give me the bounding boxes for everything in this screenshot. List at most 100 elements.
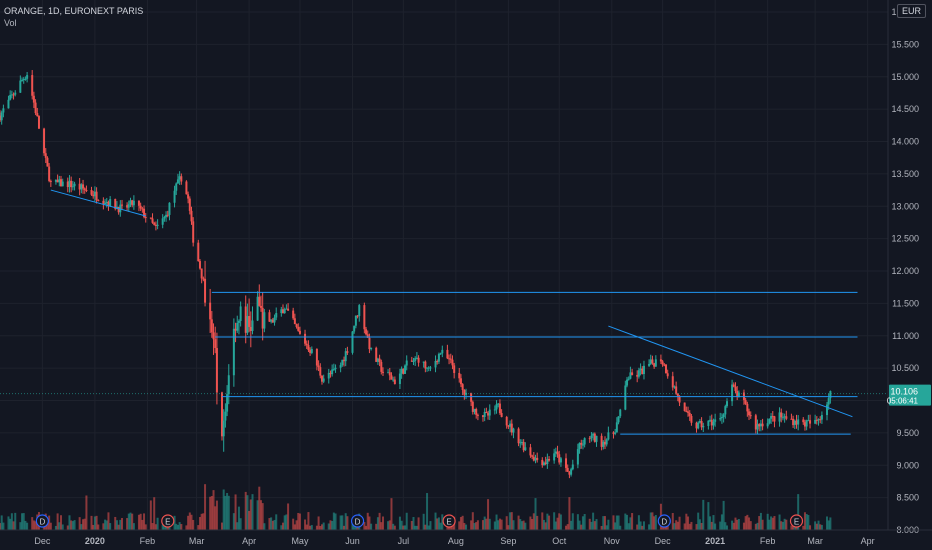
earnings-marker xyxy=(789,514,804,528)
time-tick-label: May xyxy=(291,536,309,546)
volume-bar xyxy=(783,518,786,530)
volume-bar xyxy=(636,524,639,530)
candle-body xyxy=(510,423,513,433)
candle-body xyxy=(381,371,384,373)
candle-body xyxy=(339,365,342,368)
candle-body xyxy=(190,210,193,222)
volume-bar xyxy=(85,495,88,530)
candle-body xyxy=(234,328,237,331)
time-tick-label: Mar xyxy=(807,536,823,546)
volume-bar xyxy=(519,519,522,530)
volume-bar xyxy=(380,522,383,530)
time-tick-label: Dec xyxy=(34,536,51,546)
volume-bar xyxy=(637,515,640,530)
candle-body xyxy=(568,471,571,475)
time-tick-label: Oct xyxy=(552,536,567,546)
volume-bar xyxy=(697,512,700,530)
volume-bar xyxy=(275,514,278,530)
candle-body xyxy=(31,75,34,96)
volume-bar xyxy=(417,517,420,530)
volume-bar xyxy=(212,490,215,530)
volume-bar xyxy=(724,522,727,530)
volume-bar xyxy=(327,523,330,530)
volume-bar xyxy=(210,496,213,530)
volume-bar xyxy=(90,515,93,530)
candle-body xyxy=(424,361,427,369)
candle-body xyxy=(44,153,47,158)
candle-body xyxy=(820,415,823,420)
volume-bar xyxy=(565,525,568,530)
volume-bar xyxy=(505,516,508,530)
volume-bar xyxy=(258,486,261,530)
candle-body xyxy=(463,389,466,395)
trend-lines[interactable] xyxy=(50,189,858,435)
candle-body xyxy=(422,361,425,363)
candle-body xyxy=(166,214,169,216)
price-axis[interactable]: 8.0008.5009.0009.50010.00010.50011.00011… xyxy=(887,0,932,550)
candle-body xyxy=(82,184,85,189)
candle-body xyxy=(95,191,98,201)
volume-bar xyxy=(566,524,569,530)
candle-body xyxy=(49,180,52,182)
time-tick-label: 2021 xyxy=(705,536,725,546)
volume-bar xyxy=(292,518,295,530)
volume-bar xyxy=(7,516,10,530)
candle-body xyxy=(317,365,320,368)
candle-body xyxy=(695,422,698,429)
candle-body xyxy=(770,416,773,419)
currency-button[interactable]: EUR xyxy=(896,4,926,18)
candle-body xyxy=(83,188,86,190)
dividend-marker xyxy=(657,514,671,528)
volume-bar xyxy=(690,521,693,530)
candle-body xyxy=(665,364,667,374)
volume-bar xyxy=(685,513,688,530)
candle-body xyxy=(36,113,39,117)
volume-bar xyxy=(95,515,98,530)
volume-bar xyxy=(200,513,203,530)
volume-bar xyxy=(568,497,571,530)
volume-bar xyxy=(461,515,464,530)
candle-body xyxy=(615,422,618,433)
volume-bar xyxy=(131,513,134,530)
candle-body xyxy=(624,385,627,410)
volume-bar xyxy=(176,524,179,530)
candle-body xyxy=(614,432,617,434)
volume-bar xyxy=(293,524,296,530)
volume-bar xyxy=(2,522,5,530)
candle-body xyxy=(641,368,644,375)
volume-bar xyxy=(190,514,193,530)
volume-bar xyxy=(344,513,347,530)
candle-body xyxy=(275,313,278,318)
candle-body xyxy=(2,108,5,113)
candle-body xyxy=(304,333,307,344)
candle-body xyxy=(512,428,515,433)
symbol-title: ORANGE, 1D, EURONEXT PARIS xyxy=(4,6,144,16)
dividend-marker xyxy=(350,514,365,528)
candle-body xyxy=(814,419,817,424)
volume-bar xyxy=(773,516,776,530)
volume-bar xyxy=(422,513,425,530)
candle-body xyxy=(819,419,822,421)
volume-bar xyxy=(698,519,701,530)
volume-bar xyxy=(517,515,520,530)
candle-body xyxy=(292,310,295,319)
volume-bar xyxy=(437,517,440,530)
volume-bar xyxy=(749,521,752,530)
volume-bar xyxy=(778,514,781,530)
candle-body xyxy=(93,191,96,197)
candle-body xyxy=(56,179,59,183)
volume-bar xyxy=(522,520,525,530)
volume-bar xyxy=(471,512,474,530)
volume-bar xyxy=(224,495,227,530)
candle-body xyxy=(215,348,218,393)
candle-body xyxy=(566,467,569,472)
candle-body xyxy=(453,365,456,373)
candle-body xyxy=(781,417,784,419)
candle-body xyxy=(481,415,484,417)
candle-body xyxy=(524,447,527,451)
volume-bar xyxy=(687,516,690,530)
time-axis[interactable]: Dec 2020 Feb Mar Apr May Jun Jul Aug Sep Oct Nov Dec… xyxy=(0,529,932,546)
candle-body xyxy=(102,200,105,204)
